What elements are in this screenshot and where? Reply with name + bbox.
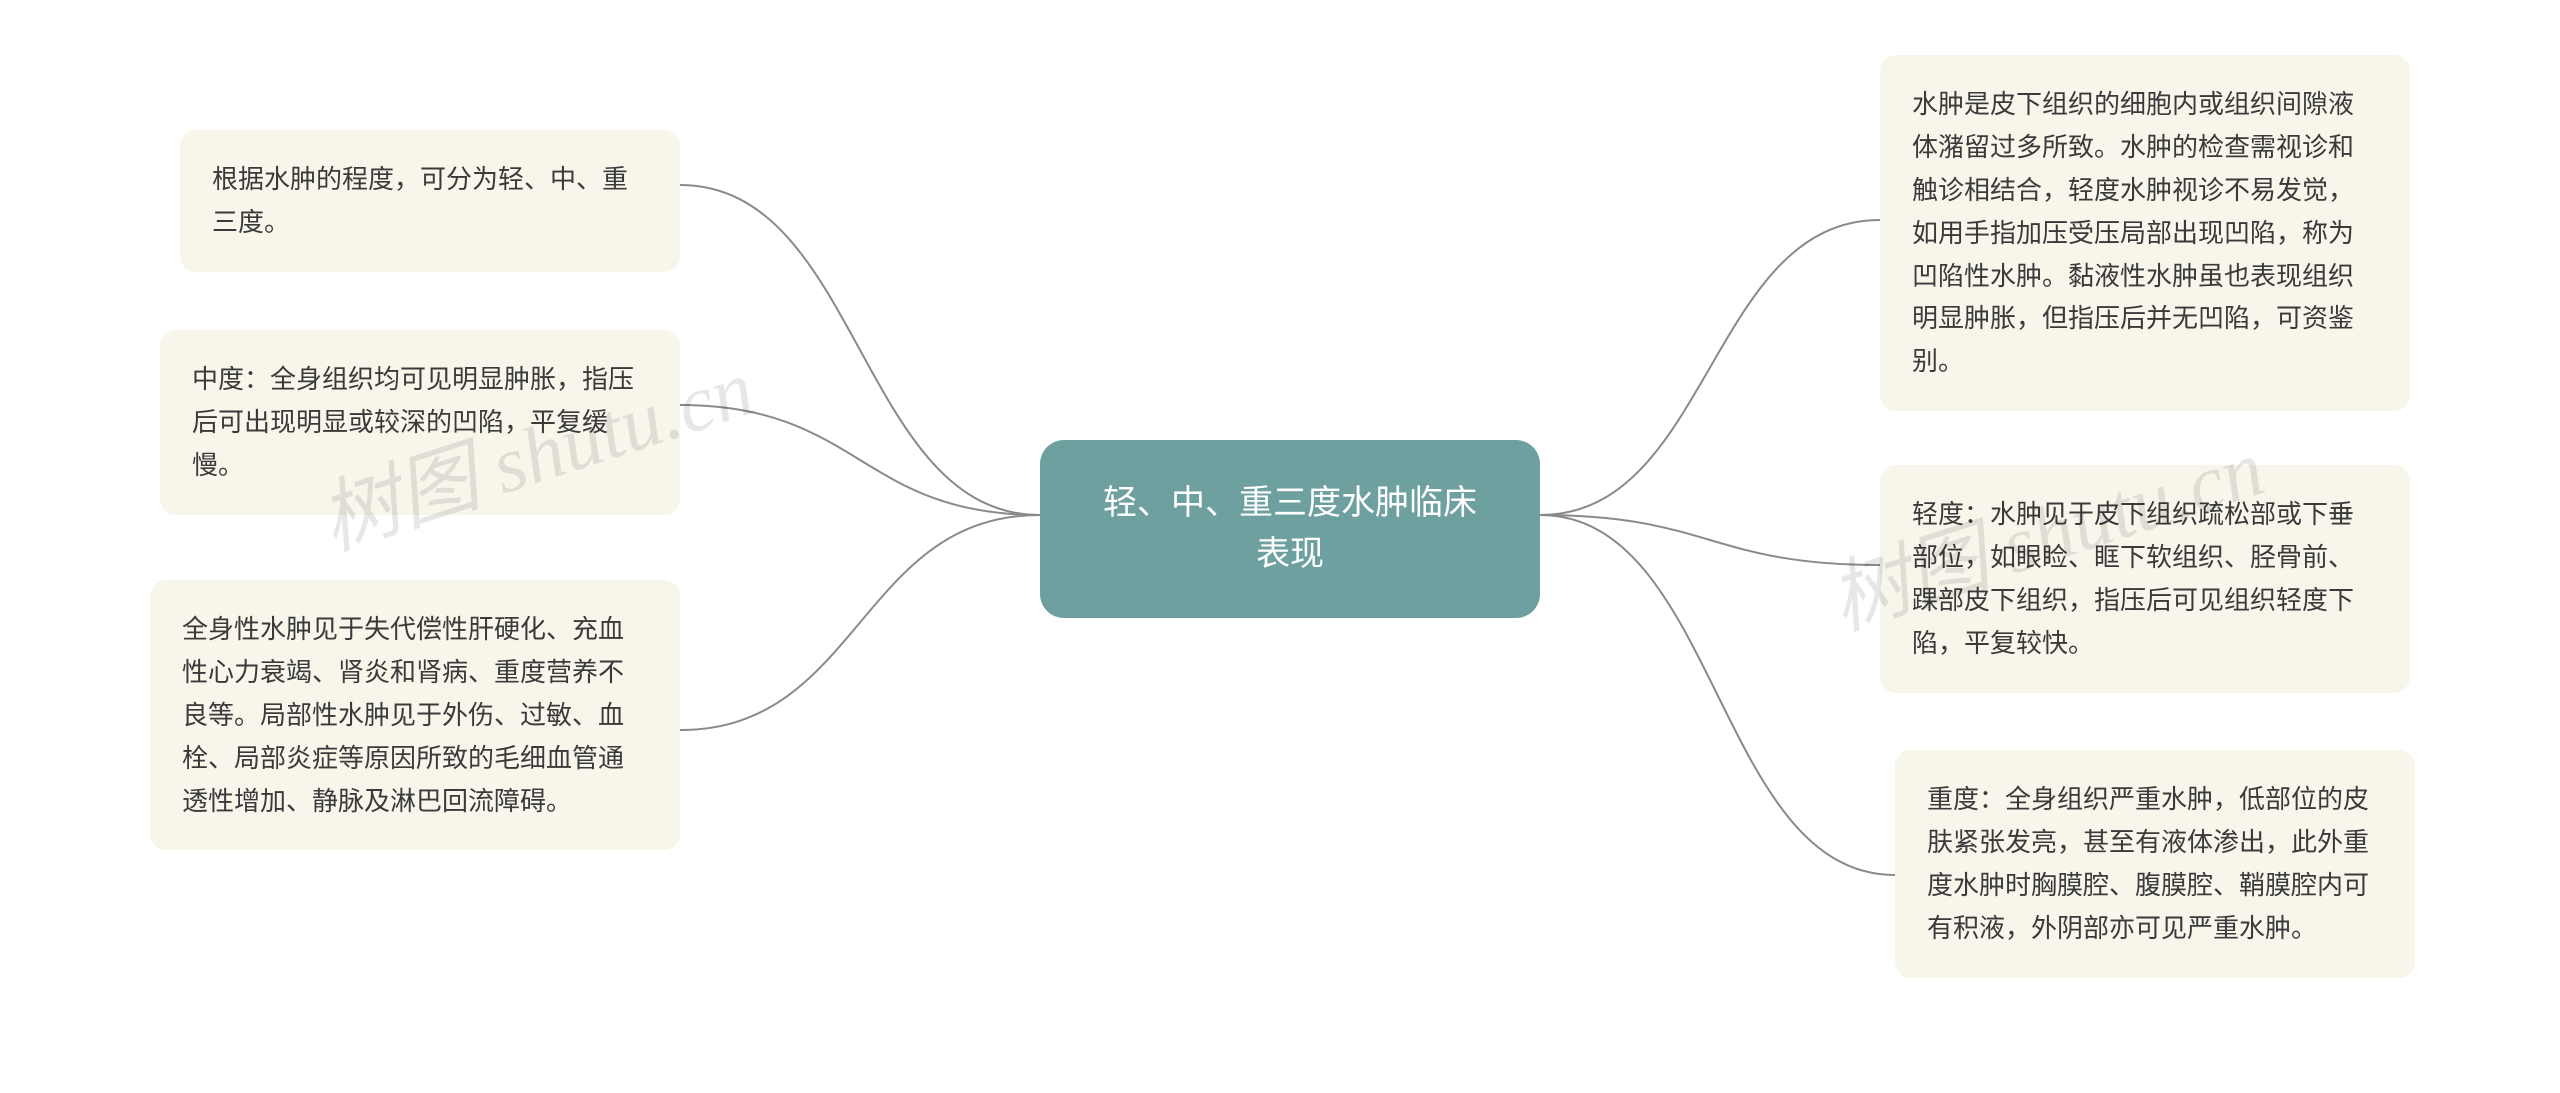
right-node-3: 重度：全身组织严重水肿，低部位的皮肤紧张发亮，甚至有液体渗出，此外重度水肿时胸膜… — [1895, 750, 2415, 978]
right-node-1: 水肿是皮下组织的细胞内或组织间隙液体潴留过多所致。水肿的检查需视诊和触诊相结合，… — [1880, 55, 2410, 411]
left-node-3: 全身性水肿见于失代偿性肝硬化、充血性心力衰竭、肾炎和肾病、重度营养不良等。局部性… — [150, 580, 680, 850]
right-node-2: 轻度：水肿见于皮下组织疏松部或下垂部位，如眼睑、眶下软组织、胫骨前、踝部皮下组织… — [1880, 465, 2410, 693]
left-node-1: 根据水肿的程度，可分为轻、中、重三度。 — [180, 130, 680, 272]
left-node-2: 中度：全身组织均可见明显肿胀，指压后可出现明显或较深的凹陷，平复缓慢。 — [160, 330, 680, 515]
center-node: 轻、中、重三度水肿临床表现 — [1040, 440, 1540, 618]
